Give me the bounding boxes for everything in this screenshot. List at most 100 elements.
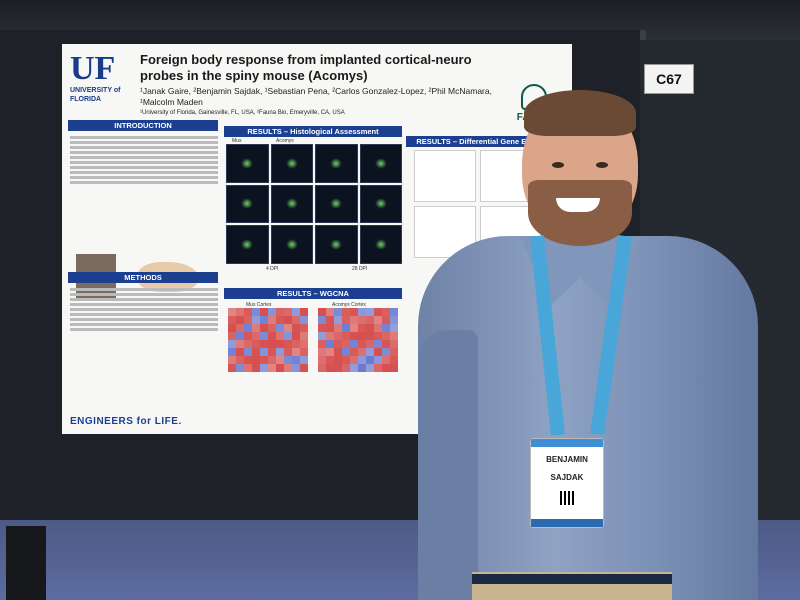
heatmap-cell	[326, 308, 334, 316]
heatmap-cell	[292, 348, 300, 356]
heatmap-cell	[350, 308, 358, 316]
uf-logo-sub-1: UNIVERSITY of	[70, 87, 121, 94]
heatmap-cell	[382, 316, 390, 324]
heatmap-cell	[382, 340, 390, 348]
heatmap-cell	[228, 364, 236, 372]
heatmap-cell	[252, 356, 260, 364]
micrograph	[226, 184, 269, 224]
heatmap-cell	[276, 324, 284, 332]
heatmap-cell	[236, 348, 244, 356]
heatmap-cell	[326, 364, 334, 372]
heatmap-cell	[276, 316, 284, 324]
heatmap-cell	[236, 340, 244, 348]
heatmap-cell	[284, 308, 292, 316]
heatmap-cell	[350, 348, 358, 356]
heatmap-cell	[390, 332, 398, 340]
section-introduction: INTRODUCTION	[68, 120, 218, 131]
heatmap-cell	[334, 364, 342, 372]
heatmap-cell	[382, 332, 390, 340]
heatmap-cell	[366, 316, 374, 324]
heatmap-cell	[300, 316, 308, 324]
heatmap-cell	[268, 340, 276, 348]
heatmap-cell	[334, 356, 342, 364]
heatmap-cell	[228, 356, 236, 364]
section-wgcna: RESULTS – WGCNA	[224, 288, 402, 299]
poster-title: Foreign body response from implanted cor…	[140, 52, 472, 83]
micrograph	[359, 184, 402, 224]
heatmap-cell	[300, 356, 308, 364]
heatmap-cell	[268, 348, 276, 356]
heatmap-cell	[390, 340, 398, 348]
heatmap-cell	[228, 340, 236, 348]
affiliations: ¹University of Florida, Gainesville, FL,…	[140, 110, 345, 116]
histology-image-grid	[226, 144, 402, 264]
heatmap-cell	[366, 308, 374, 316]
heatmap-cell	[228, 348, 236, 356]
label-acomys: Acomys	[276, 138, 294, 144]
heatmap-cell	[318, 308, 326, 316]
heatmap-cell	[244, 348, 252, 356]
person-belt	[472, 574, 672, 584]
heatmap-cell	[292, 316, 300, 324]
heatmap-cell	[300, 308, 308, 316]
heatmap-cell	[236, 356, 244, 364]
heatmap-cell	[358, 324, 366, 332]
heatmap-cell	[276, 348, 284, 356]
heatmap-cell	[268, 364, 276, 372]
section-methods: METHODS	[68, 272, 218, 283]
heatmap-cell	[342, 340, 350, 348]
heatmap-cell	[318, 364, 326, 372]
heatmap-cell	[342, 308, 350, 316]
heatmap-cell	[390, 348, 398, 356]
heatmap-cell	[260, 340, 268, 348]
heatmap-cell	[382, 348, 390, 356]
heatmap-cell	[292, 340, 300, 348]
heatmap-cell	[334, 340, 342, 348]
heatmap-cell	[318, 348, 326, 356]
heatmap-cell	[236, 364, 244, 372]
heatmap-cell	[244, 316, 252, 324]
section-histology: RESULTS – Histological Assessment	[224, 126, 402, 137]
heatmap-cell	[366, 332, 374, 340]
heatmap-cell	[252, 324, 260, 332]
micrograph	[359, 144, 402, 183]
heatmap-cell	[260, 348, 268, 356]
label-mus: Mus	[232, 138, 242, 144]
badge-first-name: BENJAMIN	[546, 455, 588, 464]
micrograph	[315, 225, 358, 264]
uf-logo-sub-2: FLORIDA	[70, 96, 102, 103]
heatmap-cell	[300, 332, 308, 340]
heatmap-cell	[350, 316, 358, 324]
person-eye	[552, 162, 564, 168]
micrograph	[270, 184, 313, 224]
micrograph	[315, 184, 358, 224]
heatmap-mus	[228, 308, 308, 372]
micrograph	[270, 225, 313, 264]
engineers-for-life-brand: ENGINEERS for LIFE.	[70, 416, 182, 427]
background-person-leg	[6, 526, 46, 600]
heatmap-cell	[260, 332, 268, 340]
heatmap-cell	[244, 308, 252, 316]
micrograph	[315, 144, 358, 183]
heatmap-cell	[350, 340, 358, 348]
uf-logo-letters: UF	[70, 50, 116, 87]
qr-code-icon	[560, 491, 574, 505]
badge-last-name: SAJDAK	[550, 473, 584, 482]
heatmap-cell	[244, 340, 252, 348]
micrograph	[226, 225, 269, 264]
heatmap-cell	[300, 340, 308, 348]
heatmap-cell	[366, 324, 374, 332]
heatmap-cell	[228, 316, 236, 324]
heatmap-cell	[284, 348, 292, 356]
heatmap-cell	[268, 316, 276, 324]
heatmap-cell	[358, 340, 366, 348]
badge-header-band	[531, 439, 603, 447]
heatmap-cell	[276, 356, 284, 364]
heatmap-cell	[334, 308, 342, 316]
heatmap-cell	[260, 364, 268, 372]
heatmap-cell	[292, 324, 300, 332]
heatmap-cell	[326, 316, 334, 324]
heatmap-cell	[374, 324, 382, 332]
section-differential-expression: RESULTS – Differential Gene Expression	[406, 136, 572, 147]
heatmap-cell	[358, 332, 366, 340]
